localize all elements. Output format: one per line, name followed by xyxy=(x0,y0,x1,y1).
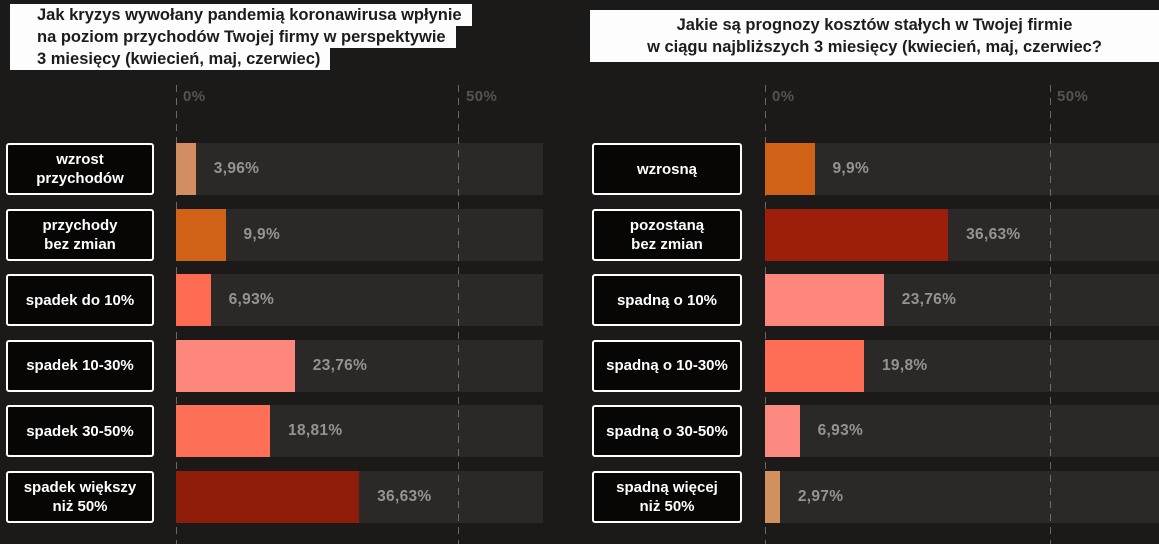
title-line: Jak kryzys wywołany pandemią koronawirus… xyxy=(10,4,472,26)
title-line: Jakie są prognozy kosztów stałych w Twoj… xyxy=(676,16,1073,34)
bar xyxy=(765,405,800,457)
category-label-line: wzrosną xyxy=(636,160,697,178)
bar-row: spadek większy niż 50% 36,63% xyxy=(0,470,1159,523)
bar-track: 6,93% xyxy=(765,405,1159,457)
value-label: 18,81% xyxy=(288,422,343,439)
value-label: 36,63% xyxy=(377,487,432,505)
category-label-line: spadek 30-50% xyxy=(26,422,134,440)
bar xyxy=(176,405,271,457)
bar-row: spadek do 10% 6,93% xyxy=(0,274,1159,326)
category-label-line: spadną o 30-50% xyxy=(606,422,728,440)
value-label: 2,97% xyxy=(797,487,844,505)
value-label: 9,9% xyxy=(832,160,870,177)
bar-row: spadek 30-50% 18,81% xyxy=(0,405,1159,457)
bar-row: spadną więcej niż 50% 2,97% xyxy=(0,470,1159,523)
axis-tick-50pct: 50% xyxy=(466,88,498,105)
category-label: spadek większy niż 50% xyxy=(6,470,154,523)
category-label: spadek 30-50% xyxy=(6,405,154,457)
bar-track: 23,76% xyxy=(765,274,1159,326)
bar xyxy=(176,274,211,326)
bar xyxy=(765,143,815,195)
bar-row: spadną o 10% 23,76% xyxy=(0,274,1159,326)
category-label-line: spadną o 10-30% xyxy=(606,357,728,374)
value-label: 23,76% xyxy=(901,291,957,308)
category-label: spadną o 30-50% xyxy=(592,405,742,457)
title-line: na poziom przychodów Twojej firmy w pers… xyxy=(10,26,456,48)
value-label: 3,96% xyxy=(213,160,260,177)
category-label-line: przychodów xyxy=(36,170,124,187)
bar-track: 23,76% xyxy=(176,339,543,392)
category-label-line: spadek większy xyxy=(23,478,137,496)
category-label-line: spadną o 10% xyxy=(616,291,718,309)
gridline-50pct xyxy=(458,85,459,544)
gridline-50pct xyxy=(1050,85,1051,544)
bar xyxy=(765,470,780,523)
category-label: spadek 10-30% xyxy=(6,339,154,392)
category-label: pozostaną bez zmian xyxy=(592,208,742,261)
category-label-line: spadek do 10% xyxy=(25,291,135,309)
category-label-line: wzrost xyxy=(56,151,104,168)
category-label: spadną o 10-30% xyxy=(592,339,742,392)
category-label: spadną o 10% xyxy=(592,274,742,326)
category-label-line: niż 50% xyxy=(52,497,108,515)
category-label-line: spadną więcej xyxy=(616,478,718,496)
bar xyxy=(765,274,884,326)
bar-row: przychody bez zmian 9,9% xyxy=(0,208,1159,261)
category-label-line: pozostaną xyxy=(629,216,705,234)
bar-row: spadną o 10-30% 19,8% xyxy=(0,339,1159,392)
axis-tick-0pct: 0% xyxy=(772,88,795,105)
value-label: 6,93% xyxy=(228,291,275,308)
bar-track: 9,9% xyxy=(176,208,543,261)
bar xyxy=(176,470,360,523)
bar-track: 3,96% xyxy=(176,143,543,195)
value-label: 9,9% xyxy=(243,225,281,243)
value-label: 6,93% xyxy=(817,422,864,439)
bar-track: 18,81% xyxy=(176,405,543,457)
bar-row: pozostaną bez zmian 36,63% xyxy=(0,208,1159,261)
chart-title-revenue: Jak kryzys wywołany pandemią koronawirus… xyxy=(10,4,472,70)
title-line: 3 miesięcy (kwiecień, maj, czerwiec) xyxy=(10,48,331,70)
bar-track: 36,63% xyxy=(765,208,1159,261)
bar xyxy=(176,208,226,261)
category-label: wzrost przychodów xyxy=(6,143,154,195)
axis-tick-50pct: 50% xyxy=(1057,88,1089,105)
bar-track: 19,8% xyxy=(765,339,1159,392)
bar-row: spadną o 30-50% 6,93% xyxy=(0,405,1159,457)
title-line: w ciągu najbliższych 3 miesięcy (kwiecie… xyxy=(647,38,1102,56)
bar-row: wzrosną 9,9% xyxy=(0,143,1159,195)
value-label: 36,63% xyxy=(966,225,1021,243)
bar-row: wzrost przychodów 3,96% xyxy=(0,143,1159,195)
bar xyxy=(176,339,295,392)
category-label: przychody bez zmian xyxy=(6,208,154,261)
value-label: 23,76% xyxy=(312,356,368,374)
bar-track: 6,93% xyxy=(176,274,543,326)
bar xyxy=(176,143,196,195)
bar-row: spadek 10-30% 23,76% xyxy=(0,339,1159,392)
bar xyxy=(765,339,864,392)
category-label: spadną więcej niż 50% xyxy=(592,470,742,523)
category-label: wzrosną xyxy=(592,143,742,195)
category-label-line: niż 50% xyxy=(639,497,695,515)
category-label-line: bez zmian xyxy=(631,235,703,253)
bar-track: 9,9% xyxy=(765,143,1159,195)
bar-track: 2,97% xyxy=(765,470,1159,523)
category-label: spadek do 10% xyxy=(6,274,154,326)
category-label-line: bez zmian xyxy=(44,235,116,253)
chart-title-costs: Jakie są prognozy kosztów stałych w Twoj… xyxy=(590,10,1159,62)
axis-tick-0pct: 0% xyxy=(183,88,206,105)
bar-track: 36,63% xyxy=(176,470,543,523)
value-label: 19,8% xyxy=(882,356,928,374)
category-label-line: przychody xyxy=(42,216,118,234)
bar xyxy=(765,208,949,261)
category-label-line: spadek 10-30% xyxy=(26,357,134,374)
